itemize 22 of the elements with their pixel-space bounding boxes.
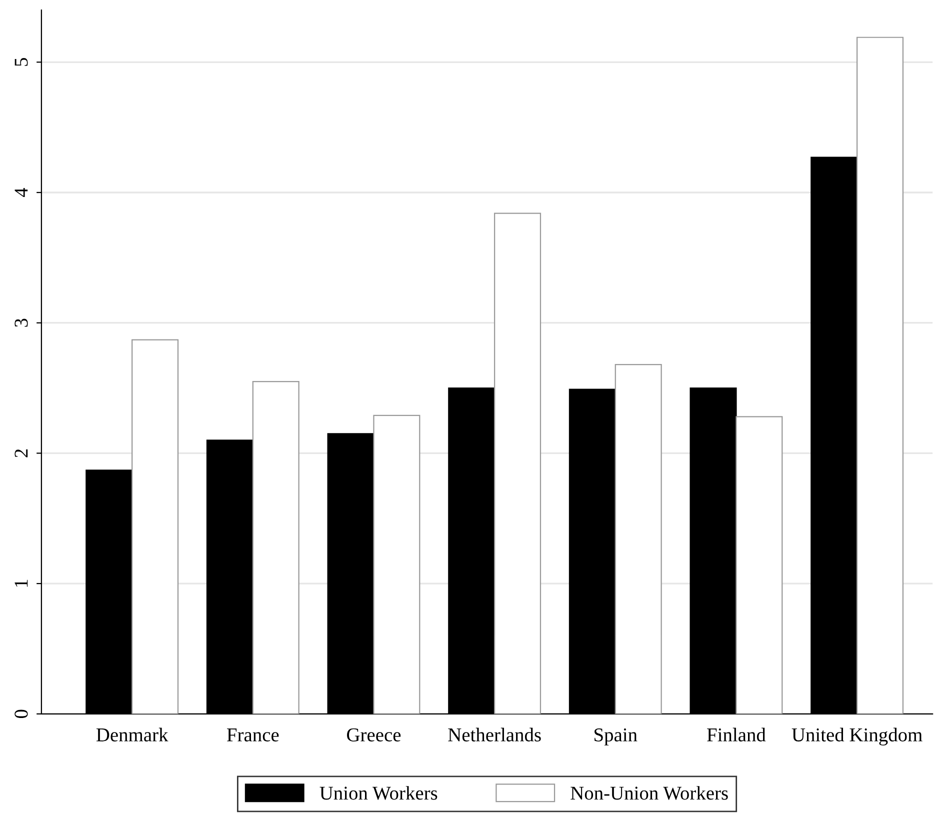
x-tick-label: Greece [347,728,401,742]
legend-label: Non-Union Workers [570,786,728,800]
y-tick-label: 3 [14,318,28,327]
x-tick-label: Denmark [96,728,168,742]
bar [856,36,904,714]
x-tick-label: France [227,728,279,742]
y-tick-label: 2 [14,449,28,458]
legend-label: Union Workers [320,786,438,800]
y-tick-label: 1 [14,580,28,587]
bar [373,414,420,714]
x-tick-label: Spain [594,728,638,746]
x-tick-label: Netherlands [448,728,541,742]
bar [614,364,662,714]
bar [736,416,783,714]
bar [252,380,300,714]
y-tick-label: 4 [14,188,28,197]
x-tick-label: United Kingdom [792,728,922,746]
x-tick-label: Finland [707,728,766,742]
bar [494,212,542,714]
bar [132,339,179,714]
y-tick-label: 5 [14,58,28,66]
y-tick-label: 0 [14,710,28,718]
